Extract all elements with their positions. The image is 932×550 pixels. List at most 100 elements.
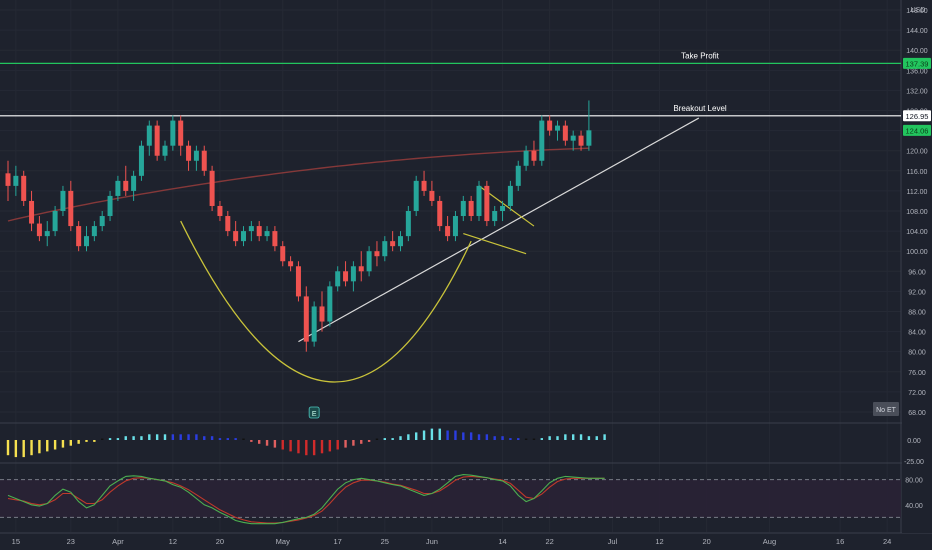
histogram-bar	[391, 438, 394, 440]
candle-body	[515, 165, 521, 186]
candle-body	[295, 266, 301, 297]
last-price-badge: 124.06	[906, 126, 929, 135]
candle-body	[327, 286, 333, 322]
trendline[interactable]	[298, 117, 700, 343]
histogram-bar	[265, 440, 269, 446]
oscillator-signal-line	[7, 475, 605, 524]
time-tick-label: 23	[67, 537, 75, 546]
candle-body	[539, 120, 545, 161]
histogram-bar	[203, 436, 206, 440]
oscillator-main-line	[7, 474, 605, 525]
histogram-bar	[312, 440, 316, 456]
price-tick-label: 96.00	[908, 269, 926, 276]
horizontal-level-label: Breakout Level	[673, 104, 727, 113]
histogram-bar	[46, 440, 49, 452]
histogram-bar	[328, 440, 332, 452]
histogram-bar	[85, 440, 88, 442]
drawings-layer	[180, 117, 700, 383]
time-tick-label: Aug	[763, 537, 776, 546]
histogram-tick-label: 0.00	[907, 438, 921, 445]
time-tick-label: 25	[381, 537, 389, 546]
histogram-bar	[454, 430, 457, 440]
candle-body	[201, 150, 207, 171]
candle-body	[547, 120, 553, 131]
histogram-bar	[250, 440, 253, 442]
candle-body	[460, 200, 466, 217]
histogram-bar	[148, 434, 151, 440]
candle-body	[398, 236, 403, 247]
candle-body	[437, 200, 443, 227]
histogram-bar	[517, 438, 520, 440]
histogram-bar	[6, 440, 10, 456]
candle-body	[60, 190, 66, 211]
candle-body	[335, 271, 341, 287]
candle-body	[233, 231, 239, 242]
time-tick-label: 20	[702, 537, 710, 546]
histogram-bar	[140, 436, 143, 440]
histogram-bar	[603, 434, 606, 440]
time-tick-label: May	[276, 537, 290, 546]
candle-body	[170, 120, 176, 146]
histogram-bar	[375, 438, 379, 440]
histogram-bar	[344, 440, 347, 448]
histogram-bar	[195, 434, 198, 440]
price-tick-label: 88.00	[908, 309, 926, 316]
earnings-marker-icon[interactable]	[308, 406, 320, 419]
time-tick-label: 12	[169, 537, 177, 546]
candle-body	[280, 246, 286, 262]
price-tick-label: 112.00	[907, 189, 928, 196]
badges-layer: E No ET	[308, 402, 899, 419]
candle-body	[413, 180, 419, 211]
candles-layer	[5, 100, 592, 352]
candle-body	[272, 231, 278, 247]
time-tick-label: 24	[883, 537, 891, 546]
candle-body	[492, 211, 498, 222]
candle-body	[217, 205, 223, 217]
time-tick-label: 22	[545, 537, 553, 546]
candle-body	[76, 226, 82, 247]
price-axis[interactable]: USD 68.00 72.00 76.00 80.00 84.00 88.00 92.00 96…	[902, 0, 932, 533]
time-axis[interactable]: 15 23 Apr 12 20 May 17 25 Jun 14 22 Jul 12 20 Aug 16 24	[12, 537, 892, 546]
oscillator-band-fill	[0, 479, 901, 518]
histogram-bar	[69, 440, 72, 446]
histogram-bar	[540, 438, 543, 440]
candle-body	[162, 145, 168, 156]
candle-body	[178, 120, 184, 146]
candle-body	[44, 231, 50, 237]
histogram-bar	[415, 432, 418, 440]
candle-body	[123, 180, 129, 191]
candle-body	[523, 150, 529, 166]
price-tick-label: 68.00	[908, 410, 926, 417]
histogram-bar	[171, 434, 175, 440]
candle-body	[146, 125, 152, 146]
histogram-bar	[242, 438, 245, 440]
histogram-bar	[226, 438, 229, 440]
price-tick-label: 92.00	[908, 289, 926, 296]
timezone-badge-bg[interactable]	[873, 402, 899, 416]
candle-body	[343, 271, 349, 282]
candle-body	[452, 216, 458, 237]
candle-body	[507, 185, 513, 206]
histogram-bar	[587, 436, 591, 440]
candle-body	[358, 266, 364, 272]
moving-average-line	[7, 147, 589, 222]
histogram-bar	[556, 436, 559, 440]
histogram-bar	[352, 440, 355, 446]
horizontal-level-label: Take Profit	[681, 51, 720, 60]
time-tick-label: 15	[12, 537, 20, 546]
candle-body	[225, 216, 231, 232]
candle-body	[264, 231, 270, 237]
candle-body	[319, 306, 325, 322]
currency-label: USD	[911, 7, 926, 14]
cup-curve[interactable]	[180, 220, 472, 383]
histogram-bar	[124, 436, 127, 440]
handle-line[interactable]	[463, 233, 527, 255]
candle-body	[562, 125, 568, 141]
histogram-bar	[579, 434, 583, 440]
histogram-bar	[218, 438, 222, 440]
candle-body	[193, 150, 199, 161]
candle-body	[445, 226, 451, 237]
candle-body	[138, 145, 144, 176]
candle-body	[586, 130, 592, 146]
